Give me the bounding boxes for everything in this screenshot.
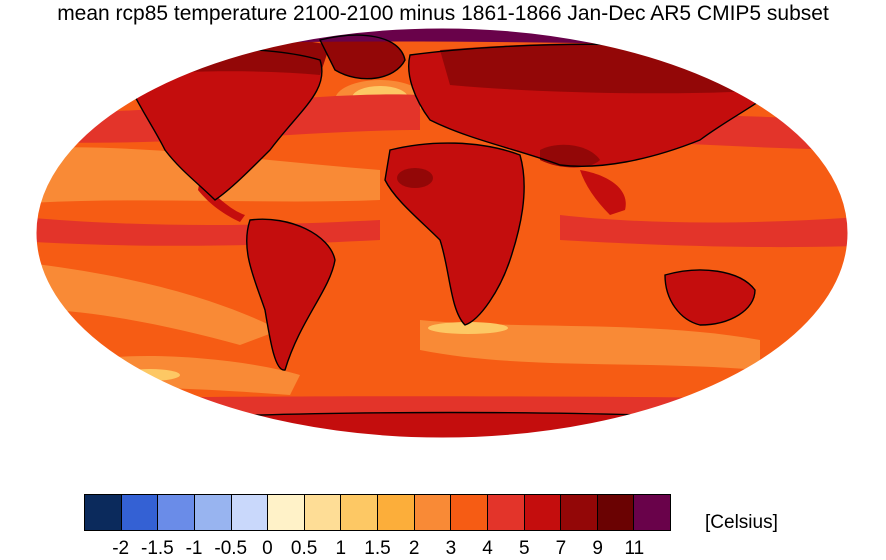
colorbar-swatch bbox=[378, 495, 415, 530]
colorbar-swatch bbox=[634, 495, 670, 530]
colorbar-units-label: [Celsius] bbox=[705, 512, 778, 533]
antarctica-land bbox=[150, 412, 750, 438]
colorbar-swatch bbox=[158, 495, 195, 530]
colorbar-tick-label: -2 bbox=[112, 538, 130, 559]
colorbar-tick-label: -0.5 bbox=[214, 538, 248, 559]
colorbar-tick-label: 2 bbox=[408, 538, 420, 559]
colorbar-tick-label: 3 bbox=[445, 538, 457, 559]
colorbar-tick-label: 5 bbox=[518, 538, 530, 559]
africa-land bbox=[385, 143, 525, 325]
australia-land bbox=[665, 270, 755, 325]
central-asia-hot-spot bbox=[540, 144, 600, 168]
ocean-band-south-pacific bbox=[36, 260, 280, 345]
colorbar-tick-label: -1.5 bbox=[141, 538, 174, 559]
colorbar-swatch bbox=[451, 495, 488, 530]
colorbar-swatch bbox=[304, 495, 342, 530]
colorbar-tick-label: 9 bbox=[592, 538, 603, 559]
colorbar-tick-label: 4 bbox=[482, 538, 493, 559]
colorbar-tick-label: 0.5 bbox=[290, 538, 318, 559]
colorbar-swatch bbox=[524, 495, 562, 530]
colorbar-tick-label: -1 bbox=[185, 538, 203, 559]
central-america-land bbox=[198, 180, 245, 222]
colorbar-tick-label: 11 bbox=[624, 538, 645, 559]
equatorial-indian-band bbox=[560, 215, 848, 248]
map-border bbox=[35, 27, 849, 439]
sahara-hot-spot bbox=[397, 168, 433, 188]
greenland-land bbox=[320, 35, 405, 79]
colorbar-swatch bbox=[561, 495, 598, 530]
south-america-land bbox=[246, 219, 335, 371]
colorbar-tick-label: 0 bbox=[262, 538, 273, 559]
colorbar-swatch bbox=[121, 495, 159, 530]
colorbar-swatch bbox=[341, 495, 378, 530]
colorbar-swatch bbox=[414, 495, 452, 530]
colorbar-tick-label: 7 bbox=[555, 538, 567, 559]
india-land bbox=[580, 170, 626, 215]
colorbar-swatch bbox=[268, 495, 305, 530]
colorbar-swatch bbox=[194, 495, 232, 530]
colorbar-swatch bbox=[85, 495, 122, 530]
colorbar-tick-label: 1 bbox=[335, 538, 347, 559]
colorbar-swatch bbox=[597, 495, 635, 530]
colorbar-tick-label: 1.5 bbox=[364, 538, 391, 559]
colorbar-tick-labels: -2 -1.5 -1 -0.5 0 0.5 1 1.5 2 3 4 5 7 9 11 bbox=[84, 538, 671, 560]
ocean-cool-spot-indian bbox=[428, 322, 508, 334]
ocean-band-south-indian bbox=[420, 320, 760, 370]
north-america-land bbox=[120, 48, 322, 200]
world-map bbox=[35, 27, 849, 439]
colorbar bbox=[84, 494, 671, 531]
colorbar-swatch bbox=[231, 495, 269, 530]
map-title: mean rcp85 temperature 2100-2100 minus 1… bbox=[57, 2, 829, 25]
colorbar-swatch bbox=[487, 495, 525, 530]
siberia-region bbox=[440, 43, 790, 94]
